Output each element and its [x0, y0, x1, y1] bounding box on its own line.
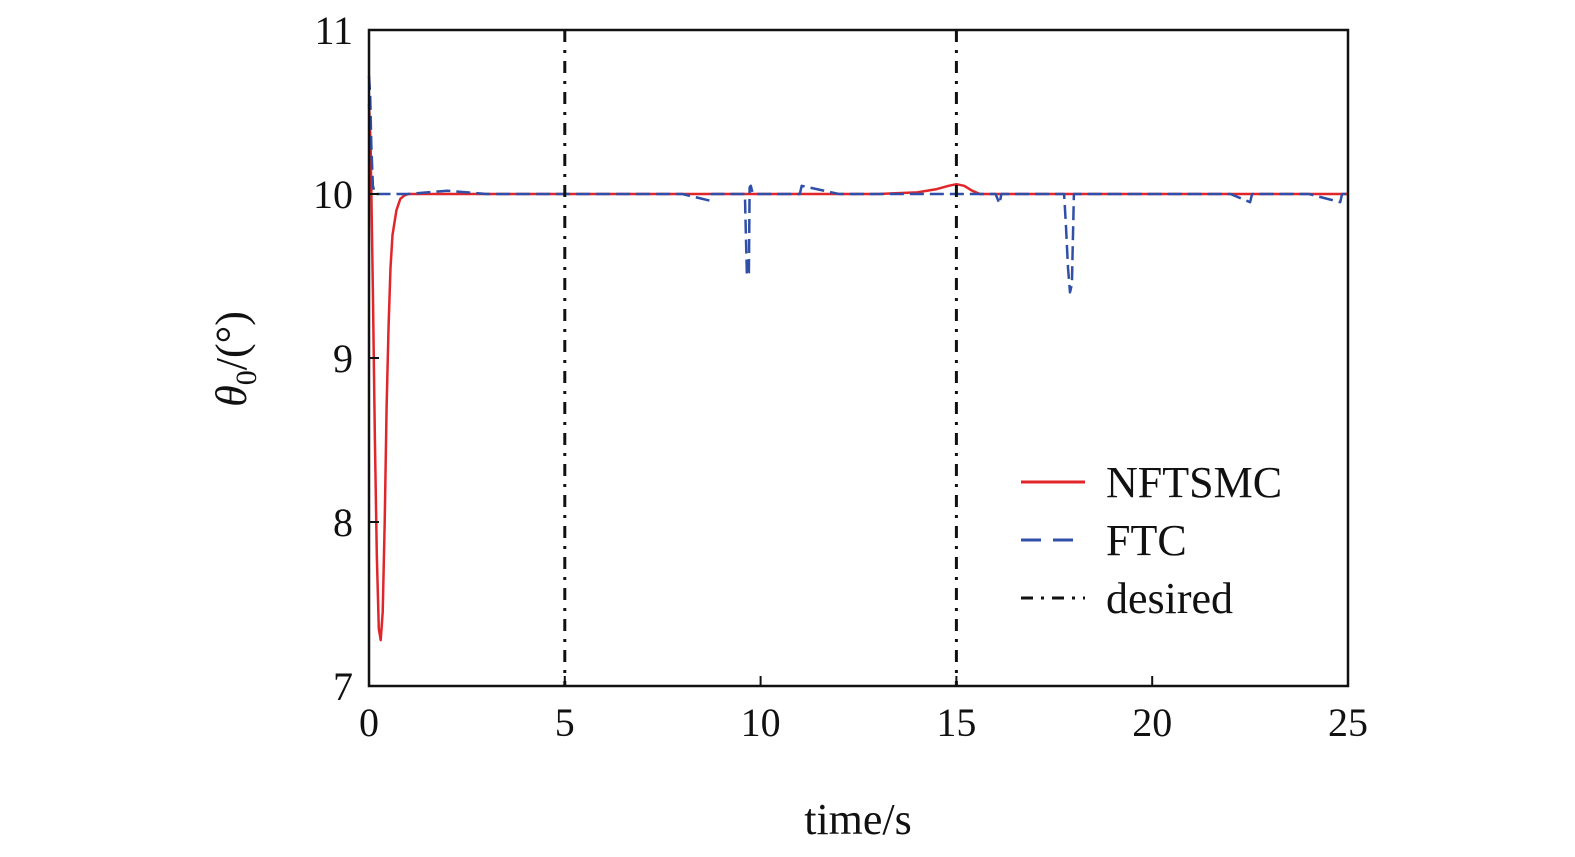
- axes-frame: [367, 28, 1350, 688]
- x-axis-ticks: 0 5 10 15 20 25: [359, 676, 1368, 745]
- y-tick-label: 10: [313, 172, 353, 217]
- legend-label-nftsmc: NFTSMC: [1106, 458, 1282, 507]
- y-tick-label: 7: [333, 664, 353, 709]
- series-line-ftc: [367, 75, 1348, 294]
- series-line-nftsmc: [367, 103, 1348, 642]
- y-axis-label-subscript: 0: [230, 370, 263, 385]
- legend-label-desired: desired: [1106, 574, 1233, 623]
- x-axis-label: time/s: [804, 795, 912, 844]
- x-tick-label: 15: [936, 700, 976, 745]
- x-tick-label: 20: [1132, 700, 1172, 745]
- x-tick-label: 5: [555, 700, 575, 745]
- y-tick-label: 9: [333, 336, 353, 381]
- legend-label-ftc: FTC: [1106, 516, 1187, 565]
- y-tick-label: 8: [333, 500, 353, 545]
- x-tick-label: 10: [741, 700, 781, 745]
- plot-area: [367, 30, 1348, 686]
- y-axis-ticks: 7 8 9 10 11: [313, 8, 379, 709]
- x-tick-label: 0: [359, 700, 379, 745]
- y-axis-label-unit: /(°): [207, 311, 256, 370]
- y-axis-label-symbol: θ: [207, 385, 256, 407]
- legend: NFTSMC FTC desired: [1021, 458, 1282, 623]
- x-tick-label: 25: [1328, 700, 1368, 745]
- y-tick-label: 11: [314, 8, 353, 53]
- y-axis-label: θ0/(°): [207, 311, 263, 407]
